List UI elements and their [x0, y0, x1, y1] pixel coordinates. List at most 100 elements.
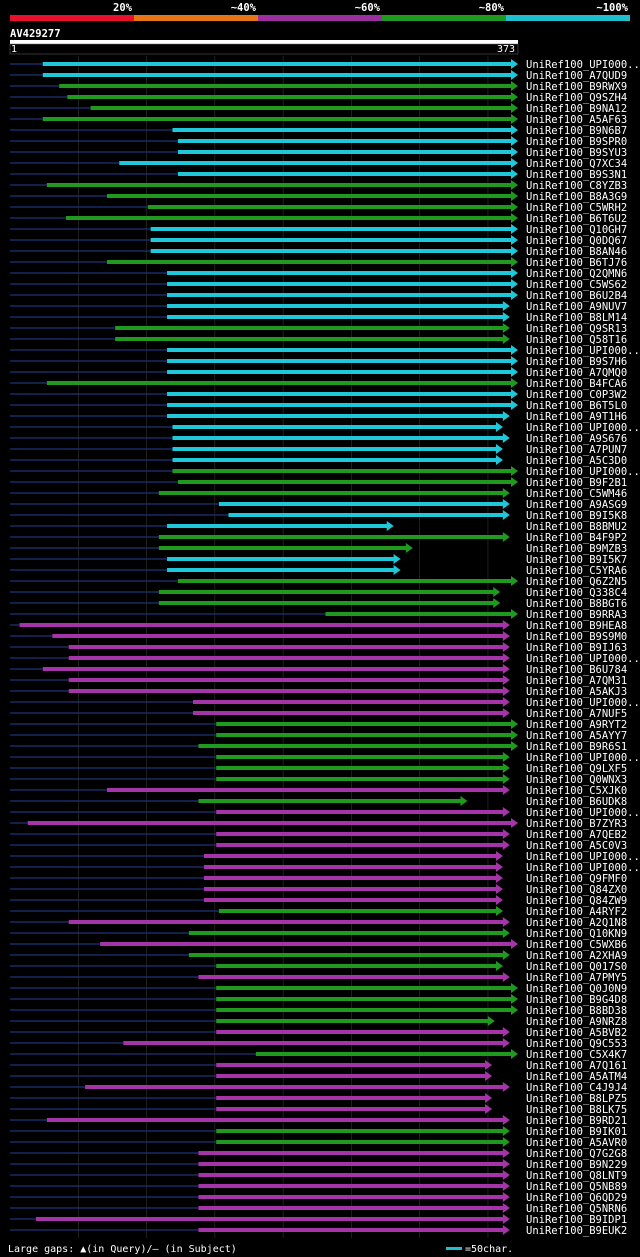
hit-label[interactable]: UniRef100_Q6QD29 [526, 1192, 627, 1204]
hit-row[interactable]: UniRef100_B9NA12 [10, 103, 627, 115]
hit-row[interactable]: UniRef100_B8BGT6 [10, 598, 627, 610]
hit-row[interactable]: UniRef100_B9RRA3 [10, 609, 627, 621]
hit-label[interactable]: UniRef100_UPI000.. [526, 807, 640, 819]
hit-label[interactable]: UniRef100_B9S7H6 [526, 356, 627, 368]
hit-row[interactable]: UniRef100_C5XJK0 [10, 785, 627, 797]
hit-label[interactable]: UniRef100_UPI000.. [526, 697, 640, 709]
hit-row[interactable]: UniRef100_B9IDP1 [10, 1214, 627, 1226]
hit-row[interactable]: UniRef100_B6UDK8 [10, 796, 627, 808]
hit-label[interactable]: UniRef100_B6UDK8 [526, 796, 627, 808]
hit-row[interactable]: UniRef100_A9RYT2 [10, 719, 627, 731]
hit-label[interactable]: UniRef100_B9IJ63 [526, 642, 627, 654]
hit-row[interactable]: UniRef100_Q6QD29 [10, 1192, 627, 1204]
hit-label[interactable]: UniRef100_A5ATM4 [526, 1071, 627, 1083]
hit-row[interactable]: UniRef100_B9R6S1 [10, 741, 627, 753]
hit-row[interactable]: UniRef100_B9N6B7 [10, 125, 627, 137]
hit-row[interactable]: UniRef100_Q5NRN6 [10, 1203, 627, 1215]
hit-row[interactable]: UniRef100_Q6Z2N5 [10, 576, 627, 588]
hit-label[interactable]: UniRef100_Q9C553 [526, 1038, 627, 1050]
hit-label[interactable]: UniRef100_B9IK01 [526, 1126, 627, 1138]
hit-label[interactable]: UniRef100_B9RWX9 [526, 81, 627, 93]
hit-row[interactable]: UniRef100_A5AYY7 [10, 730, 627, 742]
hit-row[interactable]: UniRef100_B9G4D8 [10, 994, 627, 1006]
hit-label[interactable]: UniRef100_Q6Z2N5 [526, 576, 627, 588]
hit-row[interactable]: UniRef100_UPI000.. [10, 653, 640, 665]
hit-label[interactable]: UniRef100_A9RYT2 [526, 719, 627, 731]
hit-row[interactable]: UniRef100_A5C0V3 [10, 840, 627, 852]
hit-label[interactable]: UniRef100_C5WRH2 [526, 202, 627, 214]
hit-row[interactable]: UniRef100_B9F2B1 [10, 477, 627, 489]
hit-row[interactable]: UniRef100_A9NRZ8 [10, 1016, 627, 1028]
hit-label[interactable]: UniRef100_C5X4K7 [526, 1049, 627, 1061]
hit-label[interactable]: UniRef100_Q10GH7 [526, 224, 627, 236]
hit-row[interactable]: UniRef100_C5YRA6 [10, 565, 627, 577]
hit-label[interactable]: UniRef100_C5WM46 [526, 488, 627, 500]
hit-row[interactable]: UniRef100_Q9C553 [10, 1038, 627, 1050]
hit-row[interactable]: UniRef100_Q8LNT9 [10, 1170, 627, 1182]
hit-row[interactable]: UniRef100_B9EUK2 [10, 1225, 627, 1237]
hit-label[interactable]: UniRef100_A9S676 [526, 433, 627, 445]
hit-row[interactable]: UniRef100_B9I5K8 [10, 510, 627, 522]
hit-label[interactable]: UniRef100_B4FCA6 [526, 378, 627, 390]
hit-row[interactable]: UniRef100_Q58T16 [10, 334, 627, 346]
hit-row[interactable]: UniRef100_B9HEA8 [10, 620, 627, 632]
hit-label[interactable]: UniRef100_A7Q161 [526, 1060, 627, 1072]
hit-row[interactable]: UniRef100_Q338C4 [10, 587, 627, 599]
hit-label[interactable]: UniRef100_Q7XC34 [526, 158, 627, 170]
hit-label[interactable]: UniRef100_B9I5K8 [526, 510, 627, 522]
hit-label[interactable]: UniRef100_Q9LXF5 [526, 763, 627, 775]
hit-label[interactable]: UniRef100_Q10KN9 [526, 928, 627, 940]
hit-row[interactable]: UniRef100_A5BVB2 [10, 1027, 627, 1039]
hit-label[interactable]: UniRef100_A5BVB2 [526, 1027, 627, 1039]
hit-row[interactable]: UniRef100_B6U784 [10, 664, 627, 676]
hit-label[interactable]: UniRef100_A2XHA9 [526, 950, 627, 962]
hit-row[interactable]: UniRef100_B4FCA6 [10, 378, 627, 390]
hit-label[interactable]: UniRef100_A7QM31 [526, 675, 627, 687]
hit-label[interactable]: UniRef100_B9RD21 [526, 1115, 627, 1127]
hit-row[interactable]: UniRef100_A4RYF2 [10, 906, 627, 918]
hit-label[interactable]: UniRef100_A7QEB2 [526, 829, 627, 841]
hit-row[interactable]: UniRef100_B8LK75 [10, 1104, 627, 1116]
hit-row[interactable]: UniRef100_Q84ZX0 [10, 884, 627, 896]
hit-label[interactable]: UniRef100_UPI000.. [526, 752, 640, 764]
hit-label[interactable]: UniRef100_UPI000.. [526, 59, 640, 71]
hit-row[interactable]: UniRef100_Q9SR13 [10, 323, 627, 335]
hit-label[interactable]: UniRef100_Q7G2G8 [526, 1148, 627, 1160]
hit-row[interactable]: UniRef100_A5AKJ3 [10, 686, 627, 698]
hit-label[interactable]: UniRef100_A9ASG9 [526, 499, 627, 511]
hit-label[interactable]: UniRef100_A4RYF2 [526, 906, 627, 918]
hit-row[interactable]: UniRef100_Q5NB89 [10, 1181, 627, 1193]
hit-row[interactable]: UniRef100_B8LPZ5 [10, 1093, 627, 1105]
hit-row[interactable]: UniRef100_Q017S0 [10, 961, 627, 973]
hit-row[interactable]: UniRef100_A5AVR0 [10, 1137, 627, 1149]
hit-row[interactable]: UniRef100_A9NUV7 [10, 301, 627, 313]
hit-label[interactable]: UniRef100_UPI000.. [526, 466, 640, 478]
hit-row[interactable]: UniRef100_Q9SZH4 [10, 92, 627, 104]
hit-row[interactable]: UniRef100_B6U2B4 [10, 290, 627, 302]
hit-row[interactable]: UniRef100_Q0DQ67 [10, 235, 627, 247]
hit-row[interactable]: UniRef100_B7ZYR3 [10, 818, 627, 830]
hit-row[interactable]: UniRef100_C5WRH2 [10, 202, 627, 214]
hit-row[interactable]: UniRef100_UPI000.. [10, 807, 640, 819]
hit-label[interactable]: UniRef100_B6U784 [526, 664, 627, 676]
hit-row[interactable]: UniRef100_Q7XC34 [10, 158, 627, 170]
hit-label[interactable]: UniRef100_UPI000.. [526, 345, 640, 357]
hit-row[interactable]: UniRef100_Q84ZW9 [10, 895, 627, 907]
hit-label[interactable]: UniRef100_B6T5L0 [526, 400, 627, 412]
hit-row[interactable]: UniRef100_B6T6U2 [10, 213, 627, 225]
hit-label[interactable]: UniRef100_B9I5K7 [526, 554, 627, 566]
hit-label[interactable]: UniRef100_UPI000.. [526, 851, 640, 863]
hit-label[interactable]: UniRef100_Q9SZH4 [526, 92, 627, 104]
hit-row[interactable]: UniRef100_B9IK01 [10, 1126, 627, 1138]
hit-row[interactable]: UniRef100_B9N229 [10, 1159, 627, 1171]
hit-label[interactable]: UniRef100_A5AKJ3 [526, 686, 627, 698]
hit-label[interactable]: UniRef100_Q5NB89 [526, 1181, 627, 1193]
hit-row[interactable]: UniRef100_UPI000.. [10, 851, 640, 863]
hit-row[interactable]: UniRef100_A7PMY5 [10, 972, 627, 984]
hit-label[interactable]: UniRef100_B8BD38 [526, 1005, 627, 1017]
hit-row[interactable]: UniRef100_B6TJ76 [10, 257, 627, 269]
hit-label[interactable]: UniRef100_B9N6B7 [526, 125, 627, 137]
hit-label[interactable]: UniRef100_Q84ZW9 [526, 895, 627, 907]
hit-label[interactable]: UniRef100_A9T1H6 [526, 411, 627, 423]
hit-row[interactable]: UniRef100_B8A3G9 [10, 191, 627, 203]
